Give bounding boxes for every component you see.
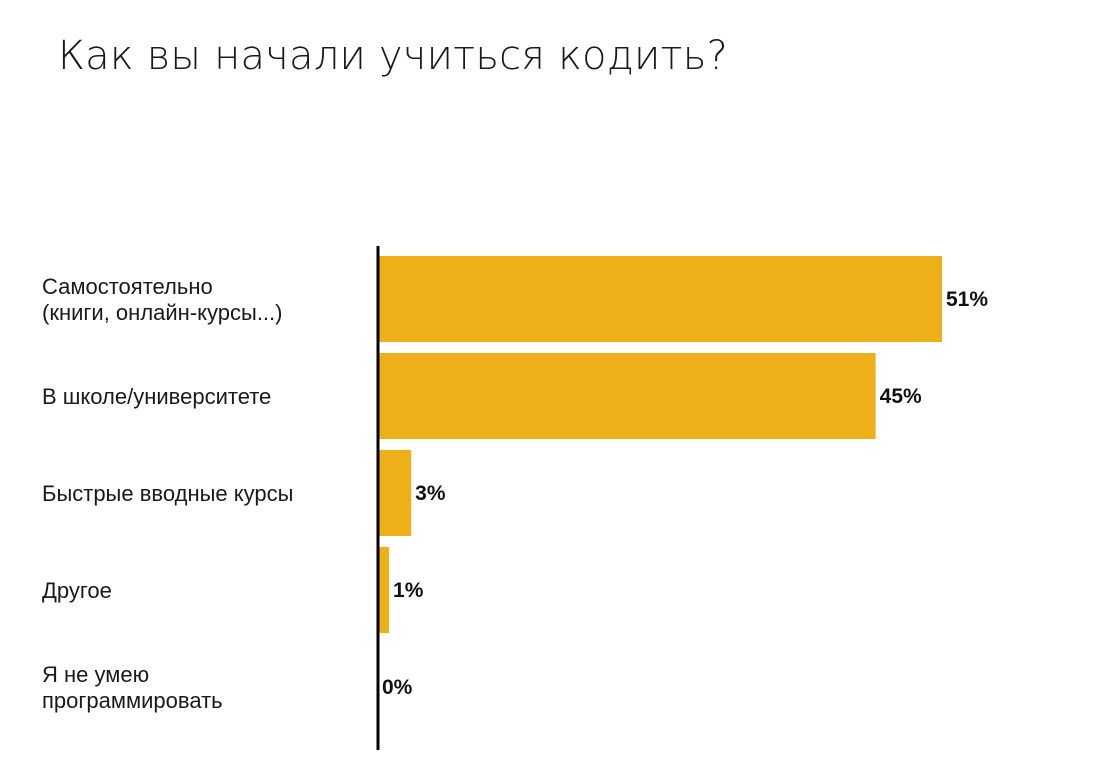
category-label-5: Я не умею программировать xyxy=(42,662,223,713)
category-label-line: Я не умею xyxy=(42,662,149,687)
category-label-line: Быстрые вводные курсы xyxy=(42,481,293,506)
bar-2 xyxy=(378,353,876,439)
bar-1 xyxy=(378,256,942,342)
category-label-line: Другое xyxy=(42,578,112,603)
value-label-1: 51% xyxy=(946,288,988,311)
value-label-3: 3% xyxy=(415,482,446,505)
value-labels-group: 51% 45% 3% 1% 0% xyxy=(382,288,988,699)
category-label-4: Другое xyxy=(42,578,112,603)
value-label-4: 1% xyxy=(393,579,424,602)
category-label-line: В школе/университете xyxy=(42,384,271,409)
category-label-3: Быстрые вводные курсы xyxy=(42,481,293,506)
category-label-line: Самостоятельно xyxy=(42,274,213,299)
value-label-5: 0% xyxy=(382,676,413,699)
bars-group xyxy=(378,256,942,633)
category-label-line: программировать xyxy=(42,688,223,713)
bar-4 xyxy=(378,547,390,633)
chart-title: Как вы начали учиться кодить? xyxy=(58,33,728,79)
category-label-1: Самостоятельно (книги, онлайн-курсы...) xyxy=(42,274,283,325)
value-label-2: 45% xyxy=(880,385,922,408)
category-label-line: (книги, онлайн-курсы...) xyxy=(42,300,283,325)
category-labels-group: Самостоятельно (книги, онлайн-курсы...) В … xyxy=(42,274,293,713)
bar-3 xyxy=(378,450,412,536)
category-label-2: В школе/университете xyxy=(42,384,271,409)
